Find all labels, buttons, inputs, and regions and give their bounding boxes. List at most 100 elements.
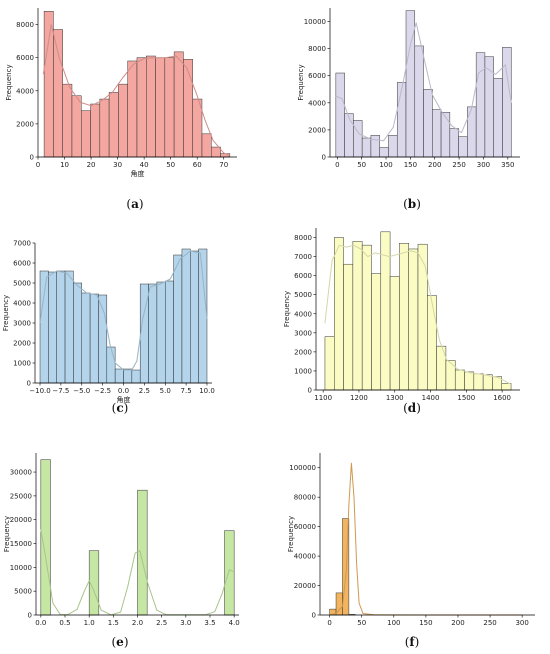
bar-b-19 — [502, 47, 512, 158]
bar-d-15 — [464, 371, 475, 391]
x-tick-label: 50 — [357, 161, 366, 169]
bar-c-4 — [73, 282, 83, 384]
y-tick-label: 6000 — [308, 72, 326, 80]
bar-c-16 — [173, 254, 183, 384]
bar-c-15 — [164, 280, 174, 384]
bar-d-9 — [408, 248, 419, 391]
y-tick-label: 80000 — [294, 494, 316, 502]
bar-a-1 — [53, 29, 63, 158]
y-tick-label: 25000 — [10, 492, 32, 500]
y-tick-label: 6000 — [294, 272, 312, 280]
bar-a-17 — [201, 133, 212, 158]
y-tick-label: 4000 — [308, 99, 326, 107]
x-tick-label: 60 — [193, 161, 202, 169]
x-tick-label: −7.5 — [52, 387, 69, 395]
y-tick-label: 8000 — [294, 234, 312, 242]
x-tick-label: 3.5 — [204, 619, 215, 627]
x-tick-label: 300 — [477, 161, 490, 169]
x-tick-label: 350 — [501, 161, 514, 169]
bar-d-17 — [482, 374, 493, 391]
bar-e-19 — [224, 530, 235, 616]
y-tick-label: 10000 — [10, 564, 32, 572]
x-axis-label: 角度 — [117, 395, 131, 404]
bar-b-4 — [370, 135, 380, 158]
x-tick-label: −10.0 — [29, 387, 50, 395]
y-axis-label: Frequency — [297, 64, 305, 100]
bar-b-12 — [440, 112, 451, 158]
bar-d-16 — [473, 373, 484, 391]
chart-f: 0 50 100 150 200 250 300 0 20000 40000 60000 80000 1… — [287, 453, 535, 649]
x-tick-label: 10.0 — [199, 387, 215, 395]
x-tick-label: 1600 — [493, 394, 511, 402]
bar-d-14 — [454, 369, 465, 391]
y-tick-label: 10000 — [304, 18, 326, 26]
bar-b-0 — [335, 72, 345, 158]
bar-a-0 — [43, 11, 54, 158]
bar-c-3 — [64, 270, 74, 384]
bar-a-7 — [108, 92, 119, 158]
bar-b-2 — [353, 120, 363, 158]
y-tick-label: 2000 — [308, 126, 326, 134]
bar-c-13 — [148, 283, 158, 384]
x-tick-label: 1400 — [422, 394, 440, 402]
y-axis-label: Frequency — [287, 516, 295, 552]
x-tick-label: 3.0 — [180, 619, 191, 627]
x-tick-label: 1.0 — [84, 619, 95, 627]
y-tick-label: 2000 — [13, 340, 31, 348]
y-tick-label: 4000 — [13, 300, 31, 308]
x-tick-label: 70 — [219, 161, 228, 169]
x-tick-label: 4.0 — [229, 619, 240, 627]
bar-a-11 — [146, 55, 156, 158]
bar-c-9 — [114, 368, 124, 384]
bar-e-10 — [137, 489, 148, 616]
y-tick-label: 0 — [308, 387, 312, 395]
x-tick-label: 1100 — [314, 394, 332, 402]
x-tick-label: 200 — [428, 161, 441, 169]
x-tick-label: 30 — [113, 161, 122, 169]
x-tick-label: 100 — [379, 161, 392, 169]
bar-b-13 — [449, 128, 459, 158]
subfigure-caption: (a) — [126, 197, 143, 211]
bar-b-10 — [423, 89, 433, 158]
chart-b: 0 50 100 150 200 250 300 350 0 2000 4000 6000 8000 10… — [297, 8, 520, 211]
bar-d-19 — [501, 383, 512, 391]
bar-b-11 — [432, 109, 442, 158]
bar-c-5 — [81, 292, 91, 384]
bar-d-11 — [427, 295, 437, 391]
y-tick-label: 2000 — [16, 120, 34, 128]
y-axis-label: Frequency — [283, 291, 291, 327]
x-tick-label: 0.0 — [118, 387, 129, 395]
x-tick-label: 50 — [166, 161, 175, 169]
bar-c-2 — [56, 270, 66, 384]
x-tick-label: 200 — [451, 619, 464, 627]
kde-line-f — [329, 462, 523, 616]
bar-a-2 — [62, 83, 73, 158]
y-tick-label: 5000 — [294, 291, 312, 299]
bar-c-18 — [190, 250, 199, 384]
y-tick-label: 20000 — [10, 516, 32, 524]
x-tick-label: −2.5 — [94, 387, 111, 395]
y-tick-label: 7000 — [294, 253, 312, 261]
kde-line-a — [42, 24, 230, 156]
bar-d-0 — [324, 336, 335, 391]
bar-a-4 — [80, 110, 91, 158]
bar-a-8 — [118, 83, 128, 158]
y-tick-label: 7000 — [13, 240, 31, 248]
bar-b-6 — [388, 135, 398, 158]
bar-c-8 — [106, 346, 116, 384]
x-tick-label: 7.5 — [181, 387, 192, 395]
bar-d-13 — [445, 360, 456, 391]
x-tick-label: 0 — [335, 161, 339, 169]
bar-a-12 — [155, 57, 166, 158]
kde-line-d — [324, 244, 512, 385]
x-tick-label: 150 — [419, 619, 432, 627]
y-tick-label: 15000 — [10, 540, 32, 548]
x-tick-label: 2.0 — [132, 619, 143, 627]
chart-c: −10.0 −7.5 −5.0 −2.5 0.0 2.5 5.0 7.5 10.0 0 1000 20… — [2, 240, 215, 416]
x-tick-label: 100 — [387, 619, 400, 627]
x-tick-label: 250 — [483, 619, 496, 627]
bar-d-1 — [334, 237, 344, 391]
bar-c-6 — [89, 293, 99, 384]
y-tick-label: 2000 — [294, 348, 312, 356]
